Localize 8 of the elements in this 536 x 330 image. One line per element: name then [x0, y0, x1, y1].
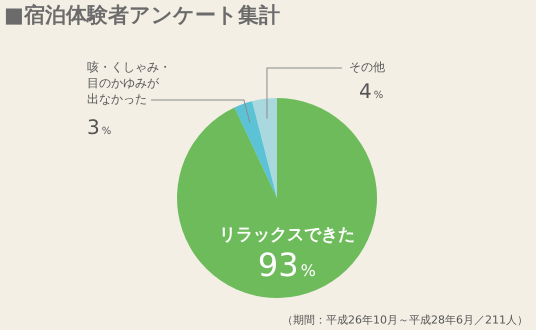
slice-label: その他 — [348, 60, 385, 74]
slice-label: リラックスできた — [218, 224, 355, 245]
data-label: 4% — [358, 79, 384, 103]
slice-label: 咳・くしゃみ・目のかゆみが出なかった — [87, 60, 171, 106]
chart-title: ■宿泊体験者アンケート集計 — [4, 2, 280, 27]
text: （期間：平成26年10月～平成28年6月／211人） — [282, 313, 528, 326]
data-label: 93% — [258, 246, 316, 284]
data-label: 3% — [87, 115, 112, 139]
